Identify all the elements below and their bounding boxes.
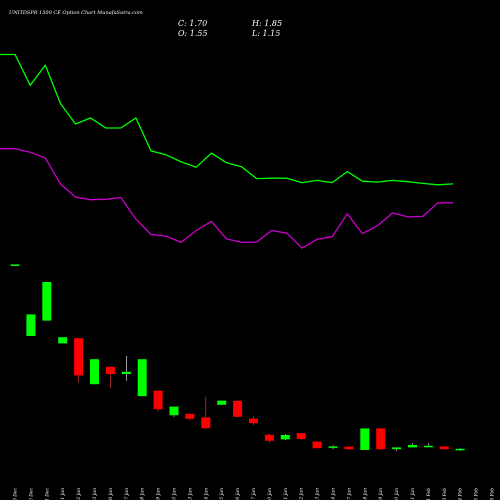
- x-tick-label: 24 Jan: [331, 488, 337, 500]
- x-tick-label: 02 Jan: [76, 488, 82, 500]
- candle-body: [185, 413, 195, 419]
- candle-body: [439, 446, 449, 450]
- candle-body: [376, 428, 386, 450]
- candle-body: [90, 359, 99, 385]
- x-tick-label: 01 Jan: [60, 488, 66, 500]
- x-tick-label: 05 Feb: [474, 488, 480, 500]
- candle-body: [26, 314, 36, 336]
- x-tick-label: 09 Jan: [156, 488, 162, 500]
- x-tick-label: 07 Jan: [124, 488, 130, 500]
- candle-body: [169, 406, 179, 416]
- x-tick-label: 04 Feb: [458, 488, 464, 500]
- x-tick-label: 14 Jan: [203, 488, 209, 500]
- x-tick-label: 06 Jan: [108, 488, 114, 500]
- line-series-1: [0, 53, 454, 186]
- candle-body: [455, 448, 465, 451]
- candle-body: [296, 433, 306, 439]
- x-tick-label: 23 Jan: [315, 488, 321, 500]
- x-tick-label: 31 Dec: [44, 488, 50, 500]
- candle-body: [408, 445, 417, 448]
- x-tick-label: 15 Jan: [219, 488, 225, 500]
- candle-body: [392, 447, 402, 450]
- x-tick-label: 03 Feb: [442, 488, 448, 500]
- candle-body: [153, 390, 163, 410]
- candle-body: [280, 435, 290, 440]
- x-tick-label: 03 Jan: [92, 488, 98, 500]
- candle-body: [328, 446, 338, 448]
- low-price: L: 1.15: [252, 29, 281, 38]
- x-tick-label: 30 Jan: [394, 488, 400, 500]
- candle-body: [233, 400, 243, 417]
- candle-body: [201, 417, 211, 429]
- candle-body: [264, 434, 274, 441]
- candle-body: [423, 445, 433, 448]
- candle-body: [121, 371, 131, 374]
- candle-body: [58, 337, 68, 344]
- x-tick-label: 28 Jan: [362, 488, 368, 500]
- x-tick-label: 31 Jan: [410, 488, 416, 500]
- candle-body: [217, 400, 227, 405]
- x-tick-label: 16 Jan: [235, 488, 241, 500]
- x-tick-label: 13 Jan: [187, 488, 193, 500]
- candle-body: [360, 428, 370, 450]
- x-tick-label: 29 Dec: [13, 488, 19, 500]
- candle-body: [137, 359, 147, 397]
- x-tick-label: 08 Jan: [140, 488, 146, 500]
- x-tick-label: 10 Jan: [172, 488, 178, 500]
- x-tick-label: 21 Jan: [283, 488, 289, 500]
- x-tick-label: 29 Jan: [378, 488, 384, 500]
- candle-body: [105, 366, 115, 374]
- candle-body: [10, 264, 20, 266]
- x-tick-label: 06 Feb: [490, 488, 496, 500]
- open-price: O: 1.55: [178, 29, 208, 38]
- x-tick-label: 27 Jan: [346, 488, 352, 500]
- x-tick-label: 22 Jan: [299, 488, 305, 500]
- candle-body: [42, 282, 52, 321]
- candle-body: [74, 338, 84, 376]
- candle-body: [312, 441, 322, 449]
- high-price: H: 1.85: [252, 19, 283, 28]
- line-series-2: [0, 148, 453, 249]
- x-tick-label: 01 Feb: [426, 488, 432, 500]
- x-tick-label: 17 Jan: [251, 488, 257, 500]
- x-tick-label: 20 Jan: [267, 488, 273, 500]
- candle-body: [249, 418, 258, 424]
- candle-body: [344, 446, 354, 450]
- close-price: C: 1.70: [178, 19, 208, 28]
- x-tick-label: 30 Dec: [28, 488, 34, 500]
- chart-title: UNITDSPR 1500 CE Option Chart MunafaSutr…: [9, 10, 143, 16]
